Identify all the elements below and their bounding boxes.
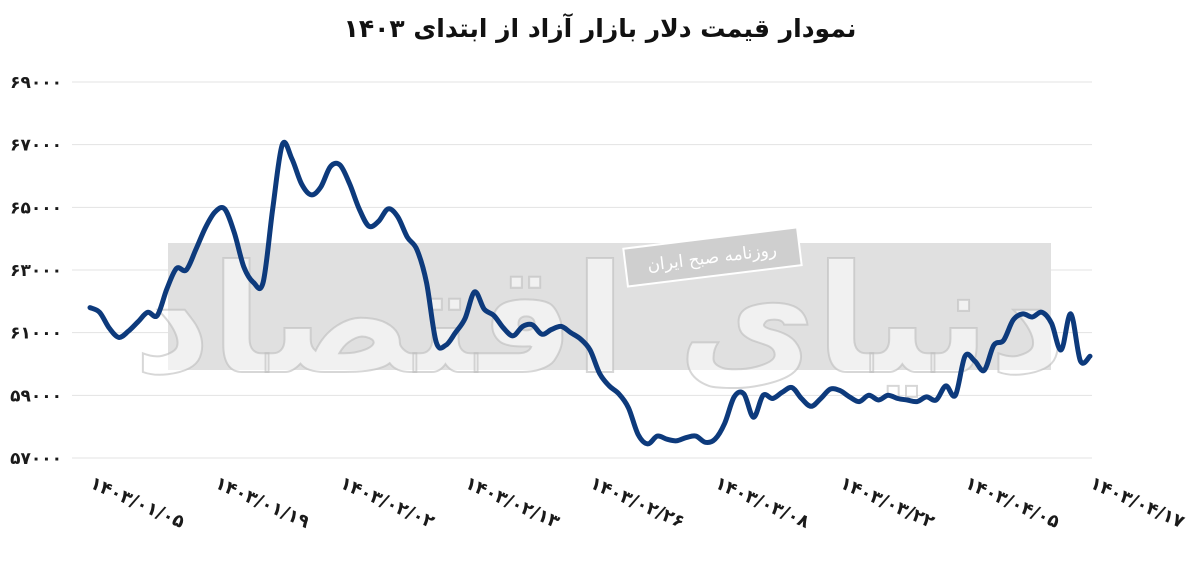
- y-tick-label: ۶۷۰۰۰: [10, 136, 62, 156]
- series-line: [87, 139, 1093, 447]
- x-tick-label: ۱۴۰۳/۰۴/۱۷: [1087, 473, 1188, 533]
- chart-title: نمودار قیمت دلار بازار آزاد از ابتدای ۱۴…: [343, 14, 857, 43]
- y-tick-label: ۶۵۰۰۰: [10, 198, 62, 218]
- y-tick-label: ۵۹۰۰۰: [10, 386, 62, 406]
- series: [87, 139, 1093, 447]
- x-tick-label: ۱۴۰۳/۰۱/۰۵: [87, 473, 188, 533]
- watermark: دنیای اقتصاد روزنامه صبح ایران: [133, 226, 1067, 409]
- x-tick-label: ۱۴۰۳/۰۴/۰۵: [962, 473, 1063, 533]
- x-axis: ۱۴۰۳/۰۱/۰۵ ۱۴۰۳/۰۱/۱۹ ۱۴۰۳/۰۲/۰۲ ۱۴۰۳/۰۲/۱۳…: [87, 473, 1188, 533]
- x-tick-label: ۱۴۰۳/۰۲/۰۲: [337, 473, 438, 533]
- x-tick-label: ۱۴۰۳/۰۱/۱۹: [212, 473, 313, 533]
- watermark-logo: دنیای اقتصاد: [134, 234, 1067, 408]
- x-tick-label: ۱۴۰۳/۰۲/۱۳: [462, 473, 563, 533]
- y-tick-label: ۶۹۰۰۰: [10, 73, 62, 93]
- x-tick-label: ۱۴۰۳/۰۳/۲۲: [837, 473, 938, 533]
- watermark-caption-box: [622, 226, 803, 288]
- y-tick-label: ۶۳۰۰۰: [10, 261, 62, 281]
- x-tick-label: ۱۴۰۳/۰۲/۲۶: [587, 473, 688, 533]
- y-axis: ۵۷۰۰۰ ۵۹۰۰۰ ۶۱۰۰۰ ۶۳۰۰۰ ۶۵۰۰۰ ۶۷۰۰۰ ۶۹۰۰۰: [10, 73, 62, 469]
- y-tick-label: ۶۱۰۰۰: [10, 324, 62, 344]
- watermark-band: [168, 243, 1051, 370]
- x-tick-label: ۱۴۰۳/۰۳/۰۸: [712, 473, 813, 533]
- y-tick-label: ۵۷۰۰۰: [10, 449, 62, 469]
